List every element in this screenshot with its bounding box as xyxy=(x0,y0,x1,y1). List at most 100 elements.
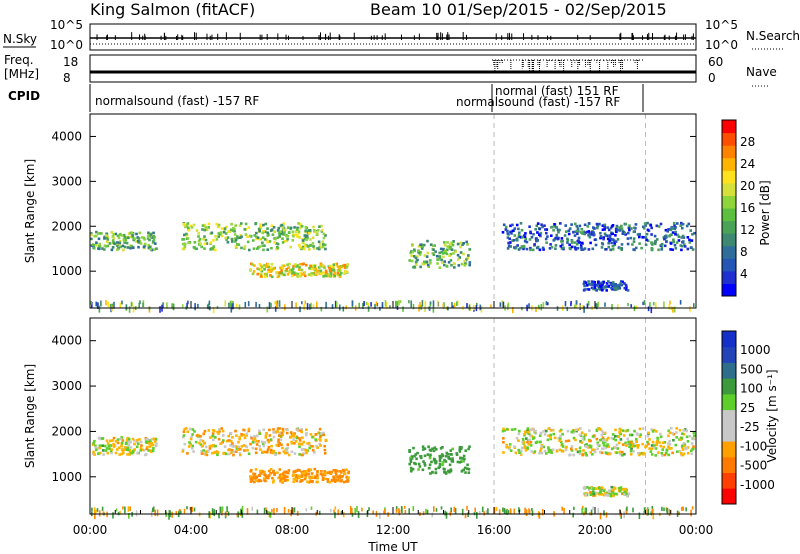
velocity-clutter-cell xyxy=(221,506,224,511)
power-echo-cell xyxy=(287,231,291,234)
power-echo-cell xyxy=(343,263,347,267)
power-echo-cell xyxy=(570,245,574,249)
power-echo-cell xyxy=(155,247,158,250)
velocity-echo-cell xyxy=(106,451,110,455)
velocity-echo-cell xyxy=(584,433,587,436)
power-echo-cell xyxy=(620,247,624,250)
velocity-echo-cell xyxy=(135,445,139,449)
velocity-echo-cell xyxy=(155,442,158,446)
velocity-echo-cell xyxy=(621,454,624,457)
power-ytick-label: 2000 xyxy=(51,219,82,233)
power-echo-cell xyxy=(319,263,323,266)
power-ytick-label: 4000 xyxy=(51,129,82,143)
velocity-echo-cell xyxy=(409,466,413,470)
power-echo-cell xyxy=(183,243,187,246)
velocity-echo-cell xyxy=(237,448,240,451)
power-echo-cell xyxy=(429,261,432,265)
velocity-echo-cell xyxy=(307,469,311,473)
velocity-echo-cell xyxy=(319,472,323,476)
velocity-echo-cell xyxy=(205,453,209,457)
nave-label: Nave xyxy=(746,65,777,79)
velocity-echo-cell xyxy=(564,439,568,443)
power-echo-cell xyxy=(693,231,696,235)
velocity-echo-cell xyxy=(460,469,464,473)
velocity-echo-cell xyxy=(553,436,557,440)
power-echo-cell xyxy=(627,226,631,229)
power-echo-cell xyxy=(642,236,645,239)
velocity-echo-cell xyxy=(678,438,681,441)
power-clutter-cell xyxy=(442,303,445,309)
velocity-echo-cell xyxy=(608,489,611,492)
velocity-clutter-cell xyxy=(368,507,370,511)
power-echo-cell xyxy=(413,255,416,258)
velocity-echo-cell xyxy=(120,448,124,451)
power-echo-cell xyxy=(452,262,456,265)
power-echo-cell xyxy=(607,241,610,245)
velocity-echo-cell xyxy=(292,432,295,436)
power-clutter-cell xyxy=(429,301,432,305)
velocity-clutter-cell xyxy=(513,508,516,515)
power-echo-cell xyxy=(129,235,133,239)
velocity-colorbar-tick: -100 xyxy=(740,439,767,453)
velocity-echo-cell xyxy=(588,486,591,490)
velocity-echo-cell xyxy=(266,450,269,454)
velocity-clutter-cell xyxy=(642,511,645,515)
power-echo-cell xyxy=(308,266,311,270)
power-echo-cell xyxy=(613,241,616,245)
power-echo-cell xyxy=(504,228,508,231)
power-echo-cell xyxy=(645,238,648,242)
power-echo-cell xyxy=(621,280,624,284)
power-echo-cell xyxy=(110,231,114,234)
velocity-echo-cell xyxy=(668,447,671,450)
velocity-echo-cell xyxy=(258,429,261,433)
velocity-echo-cell xyxy=(578,449,582,453)
velocity-echo-cell xyxy=(320,433,323,437)
velocity-echo-cell xyxy=(466,467,469,470)
power-echo-cell xyxy=(663,244,667,248)
velocity-echo-cell xyxy=(280,431,284,435)
velocity-echo-cell xyxy=(638,427,642,431)
velocity-echo-cell xyxy=(139,446,143,450)
velocity-clutter-cell xyxy=(213,509,216,517)
velocity-echo-cell xyxy=(316,470,319,473)
power-echo-cell xyxy=(138,231,142,235)
velocity-echo-cell xyxy=(264,434,268,437)
power-clutter-cell xyxy=(316,301,318,309)
power-echo-cell xyxy=(276,246,280,250)
velocity-echo-cell xyxy=(133,442,136,446)
power-clutter-cell xyxy=(107,301,109,308)
velocity-echo-cell xyxy=(557,436,560,440)
velocity-echo-cell xyxy=(468,445,471,448)
power-echo-cell xyxy=(456,258,460,261)
power-clutter-cell xyxy=(673,306,676,313)
power-echo-cell xyxy=(135,232,138,236)
velocity-echo-cell xyxy=(258,432,262,435)
power-echo-cell xyxy=(576,227,580,230)
power-echo-cell xyxy=(318,225,321,228)
power-echo-cell xyxy=(502,223,506,227)
power-echo-cell xyxy=(259,275,263,278)
power-echo-cell xyxy=(203,223,207,227)
velocity-echo-cell xyxy=(250,468,253,472)
velocity-echo-cell xyxy=(305,428,308,431)
power-echo-cell xyxy=(95,230,98,234)
power-echo-cell xyxy=(137,245,140,249)
velocity-echo-cell xyxy=(109,449,113,453)
velocity-echo-cell xyxy=(111,439,114,442)
velocity-echo-cell xyxy=(334,471,337,474)
power-echo-cell xyxy=(582,282,586,286)
power-echo-cell xyxy=(184,225,187,229)
velocity-echo-cell xyxy=(145,441,148,444)
power-echo-cell xyxy=(623,286,627,290)
velocity-echo-cell xyxy=(438,462,442,466)
velocity-echo-cell xyxy=(545,452,548,455)
power-clutter-cell xyxy=(186,302,188,308)
power-echo-cell xyxy=(276,242,280,246)
power-echo-cell xyxy=(685,224,689,228)
power-echo-cell xyxy=(131,234,134,237)
velocity-clutter-cell xyxy=(122,506,124,510)
velocity-echo-cell xyxy=(414,462,417,466)
velocity-echo-cell xyxy=(540,446,543,450)
velocity-echo-cell xyxy=(300,448,304,451)
velocity-echo-cell xyxy=(339,470,342,473)
